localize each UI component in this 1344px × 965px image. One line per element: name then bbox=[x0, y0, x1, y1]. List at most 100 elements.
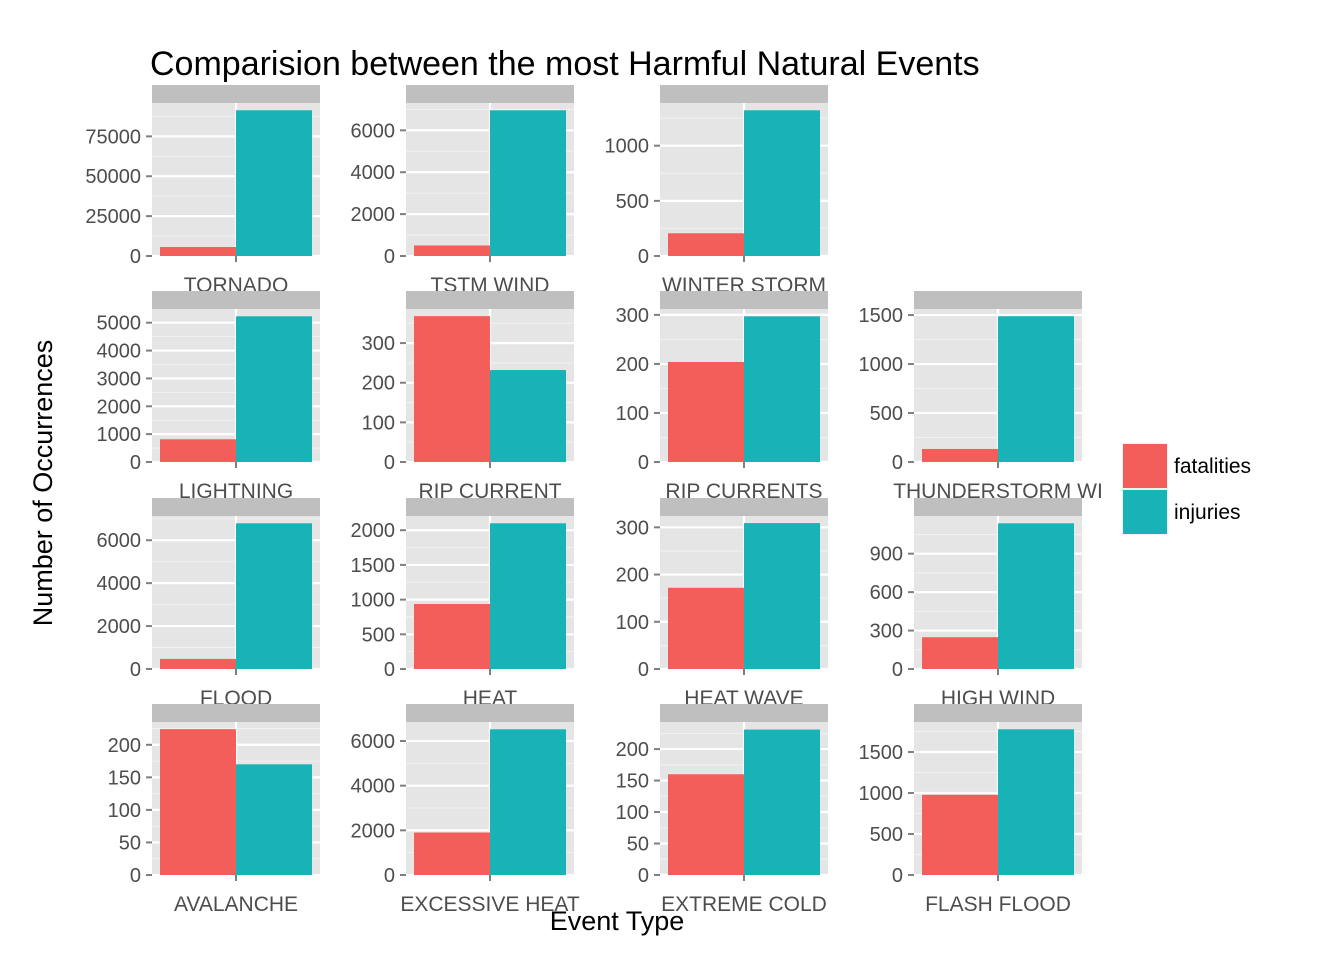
y-tick-label: 0 bbox=[130, 865, 141, 887]
x-category-label: THUNDERSTORM WI bbox=[893, 480, 1103, 503]
bar-thunderstorm-wi-injuries bbox=[998, 316, 1074, 462]
y-tick-label: 4000 bbox=[97, 573, 142, 595]
legend: fatalities injuries bbox=[1122, 443, 1251, 535]
y-tick-label: 0 bbox=[130, 452, 141, 474]
facet-strip bbox=[152, 498, 320, 516]
y-tick-label: 500 bbox=[870, 824, 903, 846]
y-axis-title: Number of Occurrences bbox=[28, 340, 58, 627]
bar-avalanche-injuries bbox=[236, 764, 312, 875]
bar-heat-wave-injuries bbox=[744, 523, 820, 669]
bar-excessive-heat-injuries bbox=[490, 729, 566, 875]
y-tick-label: 0 bbox=[892, 865, 903, 887]
y-tick-label: 50000 bbox=[85, 166, 141, 188]
y-tick-label: 0 bbox=[892, 659, 903, 681]
bar-flood-fatalities bbox=[160, 658, 236, 669]
y-tick-label: 600 bbox=[870, 582, 903, 604]
facet-strip bbox=[406, 498, 574, 516]
y-tick-label: 75000 bbox=[85, 126, 141, 148]
y-tick-label: 100 bbox=[616, 802, 649, 824]
y-tick-label: 900 bbox=[870, 544, 903, 566]
y-tick-label: 6000 bbox=[351, 731, 396, 753]
facet-panel-extreme-cold: 0 50 100 150 200 EXTREME COLD bbox=[616, 704, 828, 916]
y-tick-label: 6000 bbox=[351, 120, 396, 142]
y-tick-label: 500 bbox=[870, 403, 903, 425]
y-tick-label: 200 bbox=[616, 565, 649, 587]
y-tick-label: 300 bbox=[616, 305, 649, 327]
y-tick-label: 4000 bbox=[351, 162, 396, 184]
bar-high-wind-fatalities bbox=[922, 637, 998, 669]
y-tick-label: 1500 bbox=[859, 742, 904, 764]
x-category-label: EXCESSIVE HEAT bbox=[400, 893, 580, 916]
bar-lightning-injuries bbox=[236, 316, 312, 462]
y-tick-label: 0 bbox=[384, 659, 395, 681]
bar-rip-currents-fatalities bbox=[668, 361, 744, 462]
x-category-label: AVALANCHE bbox=[174, 893, 298, 916]
facet-panel-lightning: 0 1000 2000 3000 4000 5000 LIGHTNING bbox=[97, 291, 320, 503]
facet-strip bbox=[406, 85, 574, 103]
y-tick-label: 300 bbox=[870, 621, 903, 643]
y-tick-label: 2000 bbox=[97, 396, 142, 418]
y-tick-label: 0 bbox=[384, 865, 395, 887]
y-tick-label: 0 bbox=[638, 865, 649, 887]
y-tick-label: 6000 bbox=[97, 530, 142, 552]
bar-heat-wave-fatalities bbox=[668, 587, 744, 669]
bar-tstm-wind-fatalities bbox=[414, 245, 490, 256]
bar-tornado-fatalities bbox=[160, 247, 236, 256]
bar-winter-storm-fatalities bbox=[668, 233, 744, 256]
y-tick-label: 0 bbox=[638, 246, 649, 268]
legend-swatch-injuries bbox=[1123, 490, 1167, 534]
y-tick-label: 0 bbox=[638, 659, 649, 681]
y-tick-label: 2000 bbox=[351, 820, 396, 842]
y-tick-label: 300 bbox=[362, 333, 395, 355]
y-tick-label: 0 bbox=[384, 246, 395, 268]
bar-tstm-wind-injuries bbox=[490, 110, 566, 257]
bar-flood-injuries bbox=[236, 523, 312, 669]
y-tick-label: 0 bbox=[130, 246, 141, 268]
y-tick-label: 5000 bbox=[97, 313, 142, 335]
facet-strip bbox=[660, 85, 828, 103]
facet-panel-excessive-heat: 0 2000 4000 6000 EXCESSIVE HEAT bbox=[351, 704, 580, 916]
bar-high-wind-injuries bbox=[998, 523, 1074, 669]
bar-rip-current-injuries bbox=[490, 370, 566, 462]
y-tick-label: 200 bbox=[616, 739, 649, 761]
y-tick-label: 2000 bbox=[351, 204, 396, 226]
bar-flash-flood-fatalities bbox=[922, 794, 998, 875]
facet-panel-rip-currents: 0 100 200 300 RIP CURRENTS bbox=[616, 291, 828, 503]
y-tick-label: 1000 bbox=[351, 590, 396, 612]
y-tick-label: 50 bbox=[627, 834, 649, 856]
y-tick-label: 50 bbox=[119, 832, 141, 854]
y-tick-label: 0 bbox=[892, 452, 903, 474]
facet-strip bbox=[660, 704, 828, 722]
x-category-label: FLASH FLOOD bbox=[925, 893, 1071, 916]
y-tick-label: 150 bbox=[108, 767, 141, 789]
bar-extreme-cold-injuries bbox=[744, 729, 820, 875]
y-tick-label: 200 bbox=[108, 735, 141, 757]
y-tick-label: 150 bbox=[616, 771, 649, 793]
y-tick-label: 1000 bbox=[97, 424, 142, 446]
y-tick-label: 0 bbox=[384, 452, 395, 474]
y-tick-label: 0 bbox=[638, 452, 649, 474]
bar-rip-currents-injuries bbox=[744, 316, 820, 462]
facet-strip bbox=[152, 291, 320, 309]
facet-strip bbox=[660, 498, 828, 516]
x-category-label: RIP CURRENT bbox=[418, 480, 561, 503]
x-category-label: LIGHTNING bbox=[179, 480, 293, 503]
facet-strip bbox=[914, 291, 1082, 309]
y-tick-label: 25000 bbox=[85, 206, 141, 228]
facet-panels: 0250005000075000TORNADO0200040006000TSTM… bbox=[85, 85, 1103, 916]
facet-strip bbox=[406, 704, 574, 722]
facet-panel-thunderstorm-wi: 0 500 1000 1500 THUNDERSTORM WI bbox=[859, 291, 1103, 503]
y-tick-label: 4000 bbox=[97, 341, 142, 363]
facet-strip bbox=[914, 704, 1082, 722]
facet-panel-avalanche: 0 50 100 150 200 AVALANCHE bbox=[108, 704, 320, 916]
y-tick-label: 100 bbox=[362, 412, 395, 434]
facet-strip bbox=[152, 704, 320, 722]
y-tick-label: 100 bbox=[616, 403, 649, 425]
y-tick-label: 1500 bbox=[351, 555, 396, 577]
legend-swatch-fatalities bbox=[1123, 444, 1167, 488]
y-tick-label: 3000 bbox=[97, 368, 142, 390]
